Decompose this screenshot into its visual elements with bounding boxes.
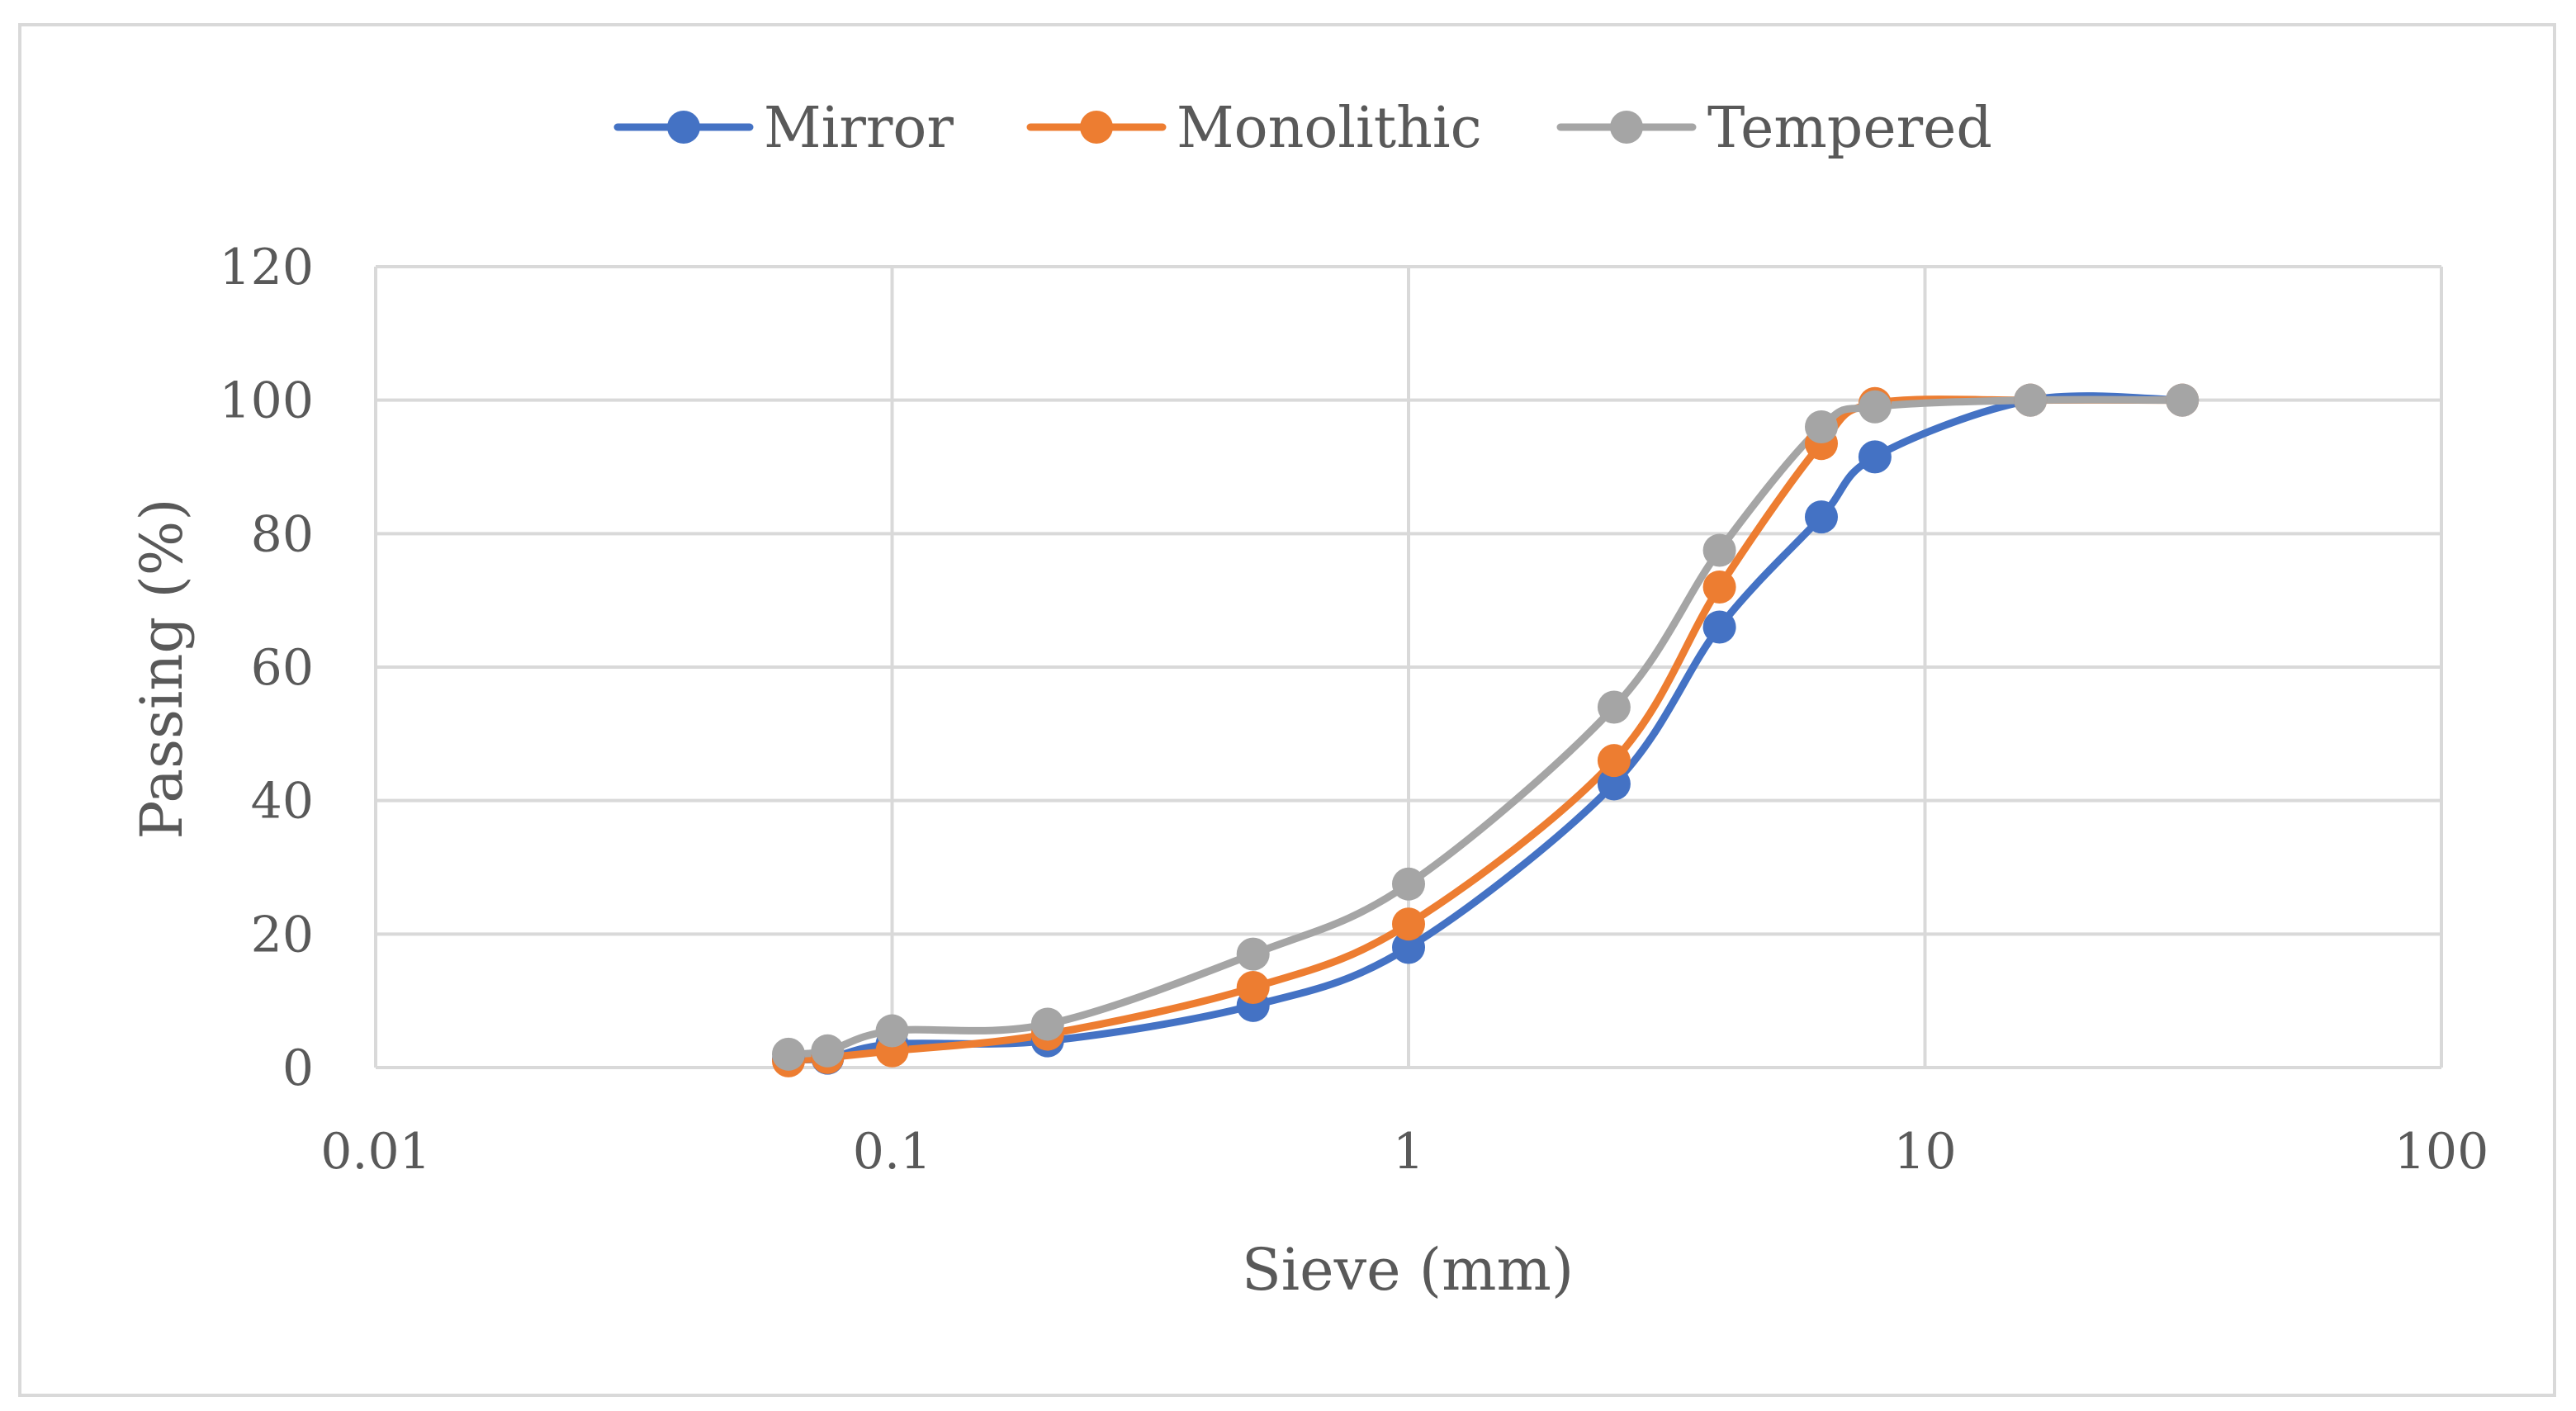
- data-point-monolithic: [1702, 571, 1736, 604]
- data-point-mirror: [1597, 767, 1631, 801]
- y-tick-label: 100: [219, 372, 314, 430]
- y-tick-label: 120: [219, 239, 314, 296]
- data-point-mirror: [1392, 930, 1425, 964]
- data-point-tempered: [1804, 410, 1838, 443]
- x-tick-label: 10: [1893, 1123, 1956, 1181]
- series-points: [771, 383, 2200, 1077]
- chart-border: [18, 23, 2556, 1397]
- data-point-tempered: [811, 1034, 845, 1068]
- y-tick-label: 80: [251, 505, 314, 563]
- x-tick-label: 0.01: [320, 1123, 431, 1181]
- legend-marker-tempered: [1610, 111, 1643, 144]
- data-point-tempered: [875, 1014, 909, 1048]
- data-point-tempered: [1392, 867, 1425, 901]
- data-point-tempered: [1702, 533, 1736, 567]
- data-point-mirror: [1702, 610, 1736, 644]
- data-point-monolithic: [1236, 971, 1270, 1004]
- y-tick-label: 20: [251, 906, 314, 964]
- series-lines: [784, 392, 2186, 1065]
- data-point-mirror: [1804, 500, 1838, 534]
- y-tick-label: 0: [282, 1039, 314, 1097]
- data-point-tempered: [2166, 383, 2200, 417]
- y-tick-label: 60: [251, 639, 314, 697]
- x-tick-label: 0.1: [853, 1123, 931, 1181]
- data-point-monolithic: [1392, 907, 1425, 941]
- series-line-monolithic: [784, 395, 2186, 1065]
- legend-item-tempered: Tempered: [1556, 96, 1992, 161]
- y-tick-labels: 0 20 40 60 80 100 120: [219, 239, 314, 1097]
- data-point-monolithic: [1597, 744, 1631, 778]
- x-tick-label: 100: [2394, 1123, 2489, 1181]
- legend-item-mirror: Mirror: [613, 96, 954, 161]
- legend-item-monolithic: Monolithic: [1026, 96, 1482, 161]
- x-axis-title: Sieve (mm): [1242, 1236, 1574, 1304]
- legend-marker-monolithic: [1080, 111, 1113, 144]
- data-point-tempered: [2014, 383, 2048, 417]
- legend-label-tempered: Tempered: [1707, 96, 1992, 161]
- data-point-tempered: [771, 1037, 805, 1071]
- series-line-tempered: [784, 395, 2186, 1058]
- legend: Mirror Monolithic Tempered: [613, 96, 1992, 161]
- data-point-mirror: [1858, 440, 1892, 474]
- x-tick-label: 1: [1393, 1123, 1424, 1181]
- legend-label-mirror: Mirror: [764, 96, 954, 161]
- data-point-tempered: [1030, 1007, 1064, 1041]
- legend-marker-mirror: [667, 111, 700, 144]
- x-tick-labels: 0.01 0.1 1 10 100: [320, 1123, 2488, 1181]
- y-tick-label: 40: [251, 773, 314, 831]
- data-point-tempered: [1597, 690, 1631, 724]
- y-axis-title: Passing (%): [128, 498, 196, 839]
- data-point-tempered: [1236, 937, 1270, 971]
- data-point-tempered: [1858, 390, 1892, 424]
- legend-label-monolithic: Monolithic: [1177, 96, 1482, 161]
